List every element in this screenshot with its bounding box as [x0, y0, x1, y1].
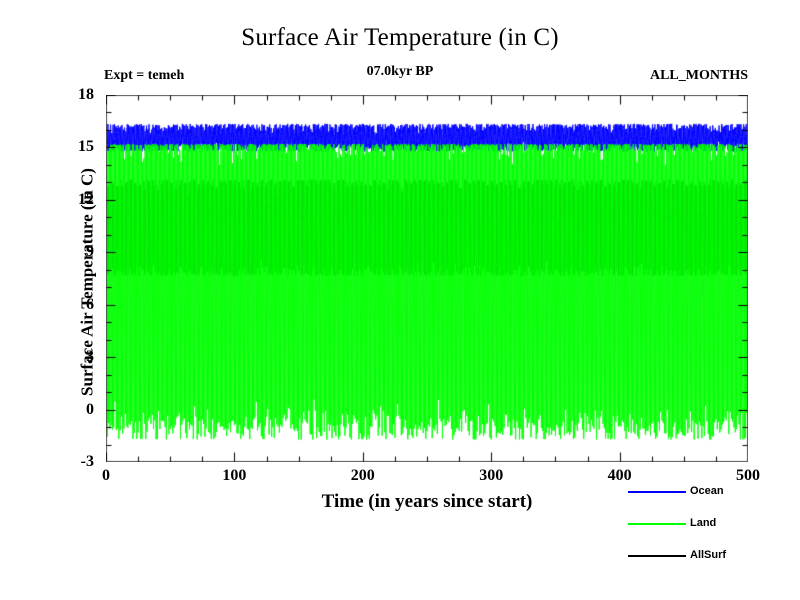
plot-area	[106, 95, 748, 462]
x-axis-title: Time (in years since start)	[321, 491, 533, 512]
legend-label: AllSurf	[690, 549, 727, 561]
x-tick-label: 100	[222, 467, 247, 484]
x-tick-label: 300	[479, 467, 504, 484]
y-tick-label: -3	[80, 453, 94, 470]
experiment-label: Expt = temeh	[104, 68, 185, 83]
legend: Ocean Land AllSurf	[628, 484, 793, 580]
page-title: Surface Air Temperature (in C)	[241, 24, 559, 51]
legend-line-icon	[628, 491, 686, 493]
y-axis-title: Surface Air Temperature (in C)	[77, 168, 97, 396]
y-tick-label: 15	[78, 138, 94, 156]
x-tick-label: 400	[607, 467, 632, 484]
months-label: ALL_MONTHS	[649, 68, 748, 83]
y-tick-label: 18	[78, 86, 94, 103]
legend-label: Ocean	[690, 485, 724, 497]
x-tick-label: 0	[102, 467, 110, 484]
legend-label: Land	[690, 517, 717, 529]
period-label: 07.0kyr BP	[366, 64, 434, 79]
x-tick-label: 200	[350, 467, 375, 484]
y-tick-label: 0	[86, 400, 94, 418]
legend-item[interactable]: AllSurf	[628, 548, 793, 580]
y-tick-label: 12	[78, 190, 94, 208]
legend-line-icon	[628, 523, 686, 525]
legend-line-icon	[628, 555, 686, 557]
y-tick-label: 3	[86, 348, 94, 366]
legend-item[interactable]: Ocean	[628, 484, 793, 516]
x-tick-label: 500	[736, 467, 760, 484]
y-tick-label: 6	[86, 295, 94, 313]
y-tick-label: 9	[86, 243, 94, 261]
legend-item[interactable]: Land	[628, 516, 793, 548]
timeseries-canvas	[106, 95, 748, 462]
